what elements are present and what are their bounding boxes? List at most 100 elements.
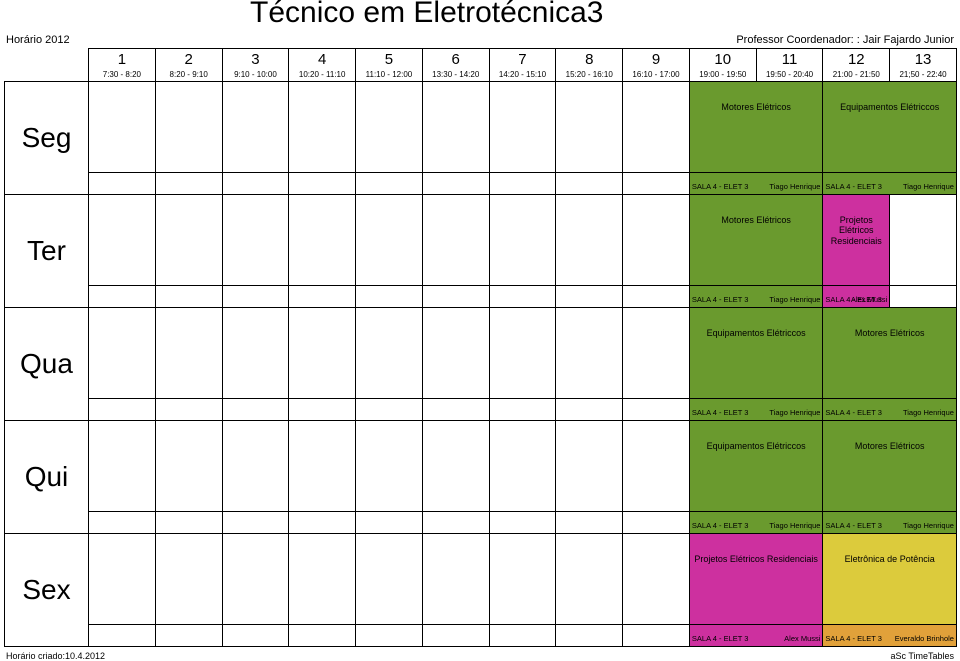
empty-cell bbox=[155, 399, 222, 421]
empty-cell bbox=[623, 421, 690, 512]
coordinator-label: Professor Coordenador: : Jair Fajardo Ju… bbox=[736, 34, 954, 46]
lesson-foot-cell: SALA 4 - ELET 3Tiago Henrique bbox=[689, 286, 823, 308]
empty-cell bbox=[155, 173, 222, 195]
period-time: 11:10 - 12:00 bbox=[356, 70, 422, 79]
empty-cell bbox=[89, 399, 156, 421]
lesson-footer: SALA 4 - ELET 3Tiago Henrique bbox=[690, 286, 823, 307]
empty-cell bbox=[356, 195, 423, 286]
day-row: TerMotores ElétricosProjetos Elétricos R… bbox=[5, 195, 957, 286]
empty-cell bbox=[289, 512, 356, 534]
lesson-foot-cell: SALA 4 - ELET 3Tiago Henrique bbox=[689, 173, 823, 195]
period-number: 9 bbox=[623, 51, 689, 68]
empty-cell bbox=[155, 195, 222, 286]
empty-cell bbox=[890, 195, 957, 286]
day-foot-row: SALA 4 - ELET 3Tiago HenriqueSALA 4 - EL… bbox=[5, 173, 957, 195]
empty-cell bbox=[289, 286, 356, 308]
empty-cell bbox=[556, 195, 623, 286]
period-number: 6 bbox=[423, 51, 489, 68]
lesson-teacher: Alex Mussi bbox=[851, 295, 887, 304]
period-time: 21;50 - 22:40 bbox=[890, 70, 956, 79]
day-foot-row: SALA 4 - ELET 3Alex MussiSALA 4 - ELET 3… bbox=[5, 625, 957, 647]
day-label: Qua bbox=[5, 308, 89, 421]
empty-cell bbox=[155, 286, 222, 308]
lesson-teacher: Tiago Henrique bbox=[769, 182, 820, 191]
empty-cell bbox=[356, 286, 423, 308]
empty-cell bbox=[89, 195, 156, 286]
lesson-block: Eletrônica de Potência bbox=[823, 534, 956, 624]
period-time: 8:20 - 9:10 bbox=[156, 70, 222, 79]
period-header: 9 16:10 - 17:00 bbox=[623, 49, 690, 82]
lesson-foot-cell: SALA 4 - ELET 3Tiago Henrique bbox=[823, 399, 957, 421]
lesson-subject: Motores Elétricos bbox=[690, 82, 823, 112]
lesson-footer: SALA 4 - ELET 3Alex Mussi bbox=[690, 625, 823, 646]
period-number: 1 bbox=[89, 51, 155, 68]
empty-cell bbox=[155, 308, 222, 399]
empty-cell bbox=[356, 512, 423, 534]
empty-cell bbox=[556, 512, 623, 534]
lesson-room: SALA 4 - ELET 3 bbox=[825, 408, 882, 417]
lesson-teacher: Tiago Henrique bbox=[769, 521, 820, 530]
empty-cell bbox=[556, 173, 623, 195]
empty-cell bbox=[356, 534, 423, 625]
empty-cell bbox=[155, 82, 222, 173]
lesson-cell: Motores Elétricos bbox=[689, 82, 823, 173]
lesson-block: Motores Elétricos bbox=[690, 195, 823, 285]
lesson-room: SALA 4 - ELET 3 bbox=[692, 408, 749, 417]
period-header: 511:10 - 12:00 bbox=[356, 49, 423, 82]
empty-cell bbox=[356, 82, 423, 173]
period-time: 16:10 - 17:00 bbox=[623, 70, 689, 79]
empty-cell bbox=[489, 512, 556, 534]
lesson-foot-cell: SALA 4 - ELET 3Tiago Henrique bbox=[689, 399, 823, 421]
empty-cell bbox=[422, 421, 489, 512]
lesson-block: Motores Elétricos bbox=[823, 421, 956, 511]
empty-cell bbox=[556, 534, 623, 625]
empty-cell bbox=[289, 534, 356, 625]
timetable: 17:30 - 8:2028:20 - 9:1039:10 - 10:00410… bbox=[4, 48, 957, 647]
day-foot-row: SALA 4 - ELET 3Tiago HenriqueSALA 4 - EL… bbox=[5, 512, 957, 534]
empty-cell bbox=[623, 625, 690, 647]
empty-cell bbox=[289, 399, 356, 421]
lesson-teacher: Tiago Henrique bbox=[769, 295, 820, 304]
lesson-cell: Projetos Elétricos Residenciais bbox=[823, 195, 890, 286]
period-number: 4 bbox=[289, 51, 355, 68]
period-time: 15:20 - 16:10 bbox=[556, 70, 622, 79]
empty-cell bbox=[222, 195, 289, 286]
lesson-block: Motores Elétricos bbox=[690, 82, 823, 172]
empty-cell bbox=[623, 534, 690, 625]
lesson-cell: Equipamentos Elétriccos bbox=[689, 308, 823, 399]
empty-cell bbox=[222, 534, 289, 625]
lesson-cell: Motores Elétricos bbox=[823, 421, 957, 512]
day-label: Sex bbox=[5, 534, 89, 647]
empty-cell bbox=[155, 512, 222, 534]
empty-cell bbox=[289, 82, 356, 173]
empty-cell bbox=[489, 534, 556, 625]
empty-cell bbox=[489, 173, 556, 195]
period-header: 13 21;50 - 22:40 bbox=[890, 49, 957, 82]
empty-cell bbox=[422, 399, 489, 421]
period-number: 8 bbox=[556, 51, 622, 68]
lesson-block: Equipamentos Elétriccos bbox=[690, 421, 823, 511]
empty-cell bbox=[222, 286, 289, 308]
empty-cell bbox=[289, 308, 356, 399]
lesson-subject: Equipamentos Elétriccos bbox=[823, 82, 956, 112]
empty-cell bbox=[489, 286, 556, 308]
period-number: 13 bbox=[890, 51, 956, 68]
lesson-cell: Projetos Elétricos Residenciais bbox=[689, 534, 823, 625]
empty-cell bbox=[222, 173, 289, 195]
period-header: 1221:00 - 21:50 bbox=[823, 49, 890, 82]
lesson-foot-cell: SALA 4 - ELET 3Tiago Henrique bbox=[689, 512, 823, 534]
header: Horário 2012 Técnico em Eletrotécnica3 P… bbox=[0, 0, 960, 48]
day-row: QuiEquipamentos ElétriccosMotores Elétri… bbox=[5, 421, 957, 512]
empty-cell bbox=[89, 625, 156, 647]
lesson-teacher: Tiago Henrique bbox=[903, 182, 954, 191]
empty-cell bbox=[422, 512, 489, 534]
empty-cell bbox=[289, 421, 356, 512]
corner-cell bbox=[5, 49, 89, 82]
period-time: 10:20 - 11:10 bbox=[289, 70, 355, 79]
day-foot-row: SALA 4 - ELET 3Tiago HenriqueSALA 4 - EL… bbox=[5, 286, 957, 308]
period-header: 39:10 - 10:00 bbox=[222, 49, 289, 82]
lesson-foot-cell: SALA 4 - ELET 3Tiago Henrique bbox=[823, 173, 957, 195]
page-title: Técnico em Eletrotécnica3 bbox=[250, 0, 604, 30]
empty-cell bbox=[356, 399, 423, 421]
period-time: 9:10 - 10:00 bbox=[223, 70, 289, 79]
